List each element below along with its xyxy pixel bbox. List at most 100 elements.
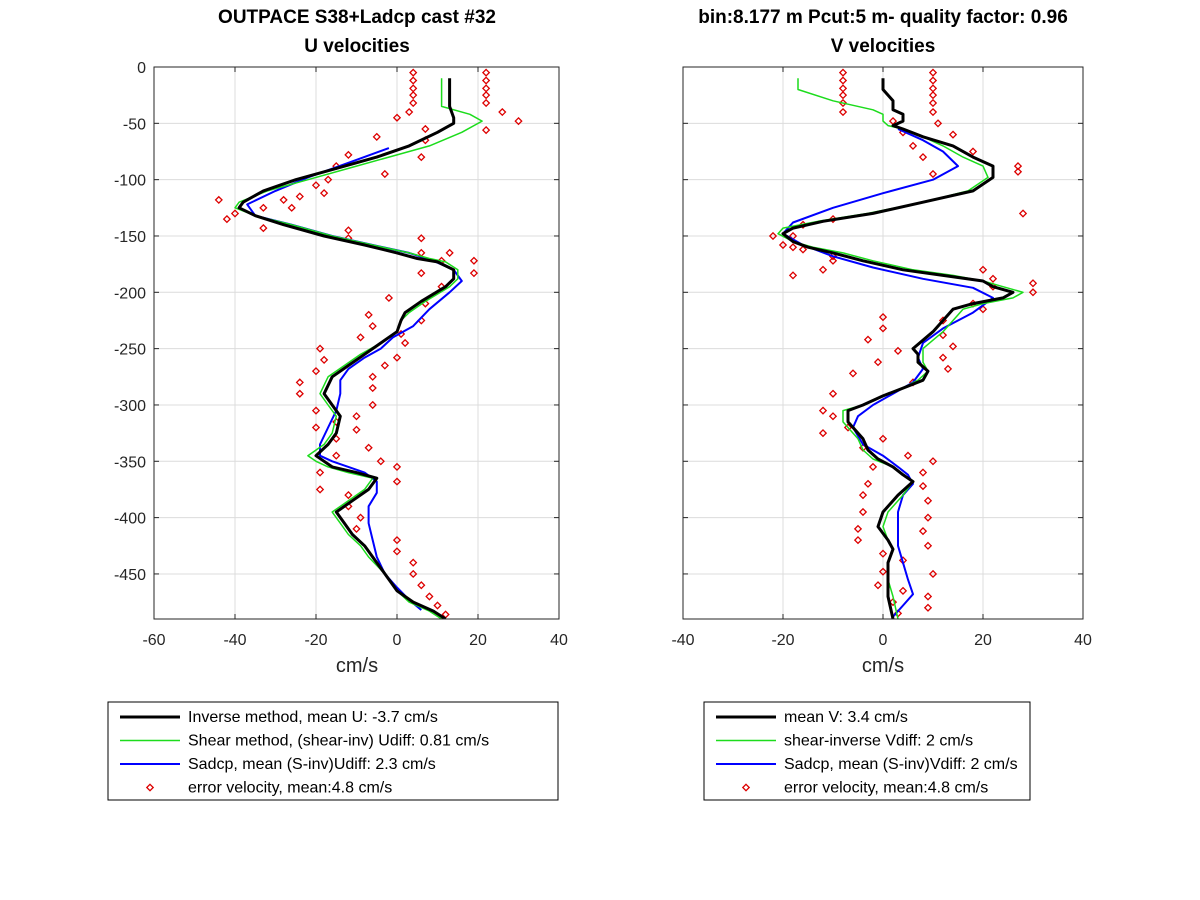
v-chart-title: bin:8.177 m Pcut:5 m- quality factor: 0.… — [698, 7, 1068, 28]
v-error-velocity-point — [933, 119, 943, 128]
v-error-velocity-point — [798, 245, 808, 254]
u-x-tick-label: -60 — [142, 632, 165, 649]
u-error-velocity-point — [384, 293, 394, 303]
u-velocities-panel: OUTPACE S38+Ladcp cast #32 U velocities … — [107, 7, 568, 801]
v-legend-entry: mean V: 3.4 cm/s — [784, 709, 908, 726]
u-y-tick-label: -250 — [114, 342, 146, 359]
u-error-velocity-point — [481, 76, 491, 85]
v-error-velocity-point — [978, 265, 988, 274]
u-error-velocity-point — [498, 107, 507, 117]
u-error-velocity-point — [352, 524, 361, 533]
u-y-tick-label: -100 — [114, 173, 146, 190]
u-error-velocity-point — [344, 490, 353, 500]
u-error-velocity-point — [315, 344, 325, 353]
u-x-tick-label: -20 — [304, 632, 327, 649]
u-error-velocity-point — [364, 443, 373, 452]
v-error-velocity-point — [878, 324, 888, 333]
v-error-velocity-point — [863, 479, 873, 488]
v-error-velocity-point — [948, 342, 958, 351]
v-error-velocity-point — [908, 141, 918, 150]
v-error-velocity-point — [918, 468, 928, 477]
v-error-velocity-point — [978, 305, 988, 314]
v-error-velocity-point — [873, 358, 883, 367]
v-error-velocity-point — [828, 256, 838, 265]
u-error-velocity-point — [392, 113, 402, 122]
v-legend: mean V: 3.4 cm/s shear-inverse Vdiff: 2 c… — [703, 701, 1031, 801]
v-error-velocity-point — [853, 536, 863, 545]
v-velocities-panel: bin:8.177 m Pcut:5 m- quality factor: 0.… — [671, 7, 1092, 801]
u-error-velocity-point — [445, 248, 454, 257]
v-error-velocity-point — [918, 527, 928, 536]
u-error-velocity-point — [319, 189, 329, 198]
v-error-velocity-point — [818, 406, 828, 415]
v-error-velocity-point — [788, 243, 798, 252]
v-error-velocity-point — [828, 389, 838, 398]
v-error-velocity-point — [848, 369, 858, 378]
u-error-velocity-point — [295, 389, 304, 398]
u-error-velocity-point — [409, 558, 418, 567]
v-chart-subtitle: V velocities — [831, 36, 936, 57]
u-error-velocity-point — [352, 412, 361, 421]
u-legend-box — [107, 701, 559, 801]
v-error-velocity-point — [818, 265, 828, 274]
u-error-velocity-point — [405, 107, 414, 117]
u-y-tick-label: -450 — [114, 567, 146, 584]
u-legend-entry: error velocity, mean:4.8 cm/s — [188, 780, 392, 797]
u-error-velocity-point — [417, 234, 426, 243]
v-legend-entry: shear-inverse Vdiff: 2 cm/s — [784, 733, 973, 750]
u-error-velocity-point — [392, 462, 402, 472]
v-error-velocity-point — [1018, 209, 1028, 218]
v-error-velocity-point — [878, 434, 888, 443]
v-error-velocity-point — [868, 462, 878, 472]
u-x-tick-label: -40 — [223, 632, 246, 649]
u-legend-marker — [145, 783, 155, 792]
u-error-velocity-point — [400, 338, 410, 348]
v-error-velocity-point — [768, 231, 778, 241]
u-error-velocity-point — [417, 269, 426, 278]
v-error-velocity-point — [788, 271, 798, 280]
v-legend-marker — [741, 783, 751, 792]
u-error-velocity-point — [332, 451, 341, 460]
u-y-tick-label: -150 — [114, 229, 146, 246]
u-error-velocity-point — [425, 592, 434, 601]
v-error-velocity-point — [968, 147, 978, 156]
u-error-velocity-point — [222, 214, 232, 224]
v-x-tick-label: 0 — [879, 632, 888, 649]
u-error-velocity-point — [356, 513, 365, 522]
u-error-velocity-point — [433, 601, 442, 610]
u-error-velocity-point — [409, 76, 418, 85]
u-error-velocity-point — [409, 91, 418, 100]
u-error-velocity-point — [315, 485, 325, 494]
v-error-velocity-point — [898, 586, 908, 595]
u-error-velocity-point — [344, 226, 353, 235]
v-error-velocity-point — [838, 91, 848, 100]
u-chart-subtitle: U velocities — [304, 36, 410, 57]
u-error-velocity-point — [311, 181, 321, 190]
u-error-velocity-point — [481, 98, 491, 108]
u-legend-entry: Shear method, (shear-inv) Udiff: 0.81 cm… — [188, 733, 489, 750]
v-ticks: -40 -20 0 20 40 — [671, 66, 1092, 649]
u-error-velocity-point — [356, 333, 365, 342]
v-error-velocity-point — [828, 412, 838, 421]
u-error-velocity-point — [368, 372, 377, 381]
u-error-velocity-point — [409, 68, 418, 77]
v-error-velocity-point — [928, 91, 938, 100]
u-error-velocity-markers — [214, 68, 523, 619]
v-series-line-2 — [782, 128, 994, 618]
u-error-velocity-point — [469, 256, 479, 265]
v-error-velocity-point — [858, 490, 868, 500]
v-error-velocity-point — [943, 364, 953, 374]
v-x-tick-label: -40 — [671, 632, 694, 649]
v-error-velocity-point — [878, 312, 888, 322]
u-error-velocity-point — [259, 223, 268, 233]
u-y-tick-label: -200 — [114, 285, 146, 302]
u-error-velocity-point — [368, 321, 377, 331]
u-error-velocity-point — [364, 310, 373, 319]
u-error-velocity-point — [311, 406, 321, 415]
u-axes-frame — [153, 66, 560, 620]
v-error-velocity-point — [923, 603, 933, 612]
v-error-velocity-point — [988, 274, 998, 283]
v-error-velocity-point — [923, 541, 933, 550]
v-error-velocity-point — [938, 353, 948, 362]
